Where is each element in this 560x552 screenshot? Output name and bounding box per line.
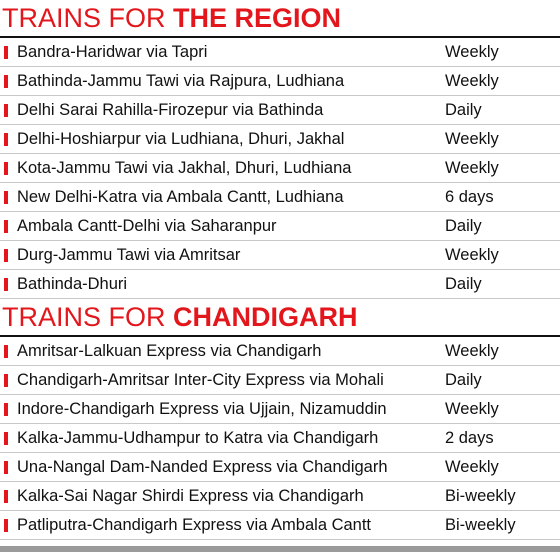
train-row: Amritsar-Lalkuan Express via Chandigarh W…	[0, 337, 560, 366]
section-title: TRAINS FOR THE REGION	[2, 5, 341, 32]
train-row: Delhi-Hoshiarpur via Ludhiana, Dhuri, Ja…	[0, 125, 560, 154]
train-row: Durg-Jammu Tawi via Amritsar Weekly	[0, 241, 560, 270]
frequency: Weekly	[445, 130, 499, 148]
bullet	[4, 46, 8, 59]
train-row: Bathinda-Jammu Tawi via Rajpura, Ludhian…	[0, 67, 560, 96]
route: Kalka-Jammu-Udhampur to Katra via Chandi…	[17, 429, 379, 447]
title-highlight: THE REGION	[173, 3, 342, 33]
content: TRAINS FOR THE REGION Bandra-Haridwar via…	[0, 0, 560, 540]
train-row: Kalka-Jammu-Udhampur to Katra via Chandi…	[0, 424, 560, 453]
bullet	[4, 191, 8, 204]
bullet	[4, 133, 8, 146]
train-row: Delhi Sarai Rahilla-Firozepur via Bathin…	[0, 96, 560, 125]
route: Kalka-Sai Nagar Shirdi Express via Chand…	[17, 487, 364, 505]
bullet	[4, 374, 8, 387]
route: Bathinda-Dhuri	[17, 275, 128, 293]
frequency: Weekly	[445, 159, 499, 177]
bullet	[4, 278, 8, 291]
frequency: Weekly	[445, 400, 499, 418]
route: Bandra-Haridwar via Tapri	[17, 43, 208, 61]
route: Ambala Cantt-Delhi via Saharanpur	[17, 217, 277, 235]
section-header: TRAINS FOR THE REGION	[0, 0, 560, 38]
bullet	[4, 162, 8, 175]
frequency: Daily	[445, 371, 482, 389]
route: Patliputra-Chandigarh Express via Ambala…	[17, 516, 372, 534]
route: Delhi-Hoshiarpur via Ludhiana, Dhuri, Ja…	[17, 130, 345, 148]
title-prefix: TRAINS FOR	[2, 3, 174, 33]
bullet	[4, 75, 8, 88]
route: Kota-Jammu Tawi via Jakhal, Dhuri, Ludhi…	[17, 159, 352, 177]
bullet	[4, 249, 8, 262]
frequency: Bi-weekly	[445, 487, 516, 505]
route: Indore-Chandigarh Express via Ujjain, Ni…	[17, 400, 387, 418]
bullet	[4, 432, 8, 445]
train-row: Patliputra-Chandigarh Express via Ambala…	[0, 511, 560, 540]
train-row: Chandigarh-Amritsar Inter-City Express v…	[0, 366, 560, 395]
frequency: Weekly	[445, 72, 499, 90]
train-row: Kota-Jammu Tawi via Jakhal, Dhuri, Ludhi…	[0, 154, 560, 183]
section-header: TRAINS FOR CHANDIGARH	[0, 299, 560, 337]
train-row: Indore-Chandigarh Express via Ujjain, Ni…	[0, 395, 560, 424]
section-title: TRAINS FOR CHANDIGARH	[2, 304, 358, 331]
frequency: Weekly	[445, 43, 499, 61]
train-row: New Delhi-Katra via Ambala Cantt, Ludhia…	[0, 183, 560, 212]
train-row: Bandra-Haridwar via Tapri Weekly	[0, 38, 560, 67]
frequency: Weekly	[445, 342, 499, 360]
bullet	[4, 461, 8, 474]
frequency: Bi-weekly	[445, 516, 516, 534]
route: Durg-Jammu Tawi via Amritsar	[17, 246, 241, 264]
route: Una-Nangal Dam-Nanded Express via Chandi…	[17, 458, 388, 476]
frequency: 6 days	[445, 188, 494, 206]
train-row: Ambala Cantt-Delhi via Saharanpur Daily	[0, 212, 560, 241]
frequency: Daily	[445, 101, 482, 119]
footer-bar	[0, 546, 560, 552]
route: Amritsar-Lalkuan Express via Chandigarh	[17, 342, 322, 360]
bullet	[4, 519, 8, 532]
bullet	[4, 104, 8, 117]
frequency: Weekly	[445, 246, 499, 264]
bullet	[4, 220, 8, 233]
train-row: Bathinda-Dhuri Daily	[0, 270, 560, 299]
bullet	[4, 345, 8, 358]
train-row: Una-Nangal Dam-Nanded Express via Chandi…	[0, 453, 560, 482]
frequency: Weekly	[445, 458, 499, 476]
frequency: 2 days	[445, 429, 494, 447]
bullet	[4, 490, 8, 503]
route: New Delhi-Katra via Ambala Cantt, Ludhia…	[17, 188, 344, 206]
title-highlight: CHANDIGARH	[173, 302, 358, 332]
route: Delhi Sarai Rahilla-Firozepur via Bathin…	[17, 101, 324, 119]
route: Chandigarh-Amritsar Inter-City Express v…	[17, 371, 384, 389]
title-prefix: TRAINS FOR	[2, 302, 174, 332]
route: Bathinda-Jammu Tawi via Rajpura, Ludhian…	[17, 72, 345, 90]
bullet	[4, 403, 8, 416]
frequency: Daily	[445, 275, 482, 293]
train-row: Kalka-Sai Nagar Shirdi Express via Chand…	[0, 482, 560, 511]
frequency: Daily	[445, 217, 482, 235]
